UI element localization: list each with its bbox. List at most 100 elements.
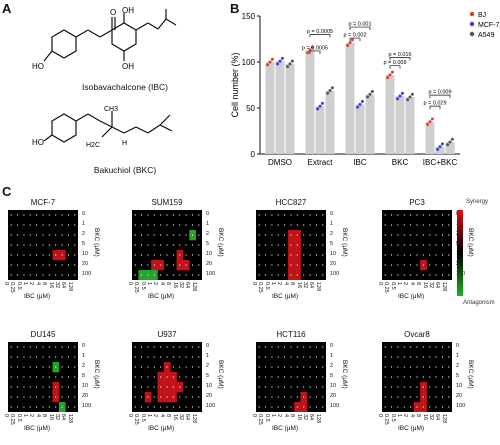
- heatmap-y-tick: 1: [206, 221, 210, 227]
- atom-carbonyl-o: O: [110, 8, 116, 17]
- x-tick-label: IBC: [353, 158, 367, 167]
- y-axis-label: Cell number (%): [230, 52, 240, 117]
- data-point: [268, 60, 272, 64]
- heatmap-y-tick: 10: [330, 251, 337, 257]
- heatmap-y-tick: 20: [330, 393, 337, 399]
- bar: [265, 62, 275, 154]
- heatmap-x-tick: 8: [165, 414, 172, 418]
- data-point: [440, 142, 444, 146]
- p-value-label: p = 0.029: [423, 101, 446, 107]
- heatmap-x-tick: 4: [158, 282, 165, 286]
- data-point: [390, 70, 394, 74]
- heatmap-x-tick: 8: [165, 282, 172, 286]
- heatmap-x-tick: 2: [402, 282, 409, 286]
- heatmap-y-label: BKC (μM): [217, 360, 224, 389]
- heatmap-x-tick: 4: [158, 414, 165, 418]
- x-tick-label: BKC: [392, 158, 409, 167]
- heatmap-x-tick: 16: [421, 414, 428, 421]
- panel-letter-a: A: [2, 1, 12, 16]
- heatmap-y-tick: 5: [456, 373, 460, 379]
- heatmap-x-tick: 16: [421, 282, 428, 289]
- heatmap-x-tick: 64: [308, 414, 315, 421]
- bar: [345, 42, 355, 154]
- heatmap-y-tick: 20: [330, 261, 337, 267]
- data-point: [436, 147, 440, 151]
- heatmap-y-tick: 5: [82, 373, 86, 379]
- significance-bracket: [429, 94, 451, 99]
- heatmap-y-label: BKC (μM): [341, 228, 348, 257]
- data-point: [448, 140, 452, 144]
- heatmap-y-tick: 2: [456, 363, 460, 369]
- heatmap-x-tick: 2: [28, 282, 35, 286]
- heatmap-y-label: BKC (μM): [467, 228, 474, 257]
- legend-marker: [469, 31, 475, 37]
- heatmap-x-tick: 2: [402, 414, 409, 418]
- heatmap-y-tick: 2: [330, 231, 334, 237]
- significance-bracket: [349, 37, 361, 42]
- heatmap-x-tick: 8: [289, 414, 296, 418]
- heatmap-x-tick: 8: [415, 414, 422, 418]
- p-value-label: p = 0.009: [383, 60, 406, 66]
- data-point: [278, 59, 282, 63]
- y-tick-label: 50: [246, 104, 255, 113]
- heatmap-y-tick: 100: [456, 403, 466, 409]
- y-tick-label: 0: [251, 150, 256, 159]
- panel-letter-c: C: [2, 184, 12, 199]
- x-tick-label: DMSO: [268, 158, 292, 167]
- data-point: [358, 102, 362, 106]
- data-point: [426, 123, 430, 127]
- heatmap-grid: [8, 342, 78, 412]
- heatmap-x-tick: 64: [184, 414, 191, 421]
- heatmap-x-tick: 2: [152, 414, 159, 418]
- heatmap-x-tick: 8: [41, 414, 48, 418]
- bar: [325, 90, 335, 154]
- heatmap-x-tick: 128: [440, 282, 447, 292]
- heatmap-x-tick: 32: [177, 414, 184, 421]
- heatmap-grid: [256, 342, 326, 412]
- data-point: [356, 105, 360, 109]
- heatmap-x-tick: 128: [190, 414, 197, 424]
- heatmap-grid: [132, 210, 202, 280]
- heatmap-y-tick: 2: [206, 231, 210, 237]
- data-point: [446, 143, 450, 147]
- data-point: [438, 145, 442, 149]
- heatmap-y-label: BKC (μM): [467, 360, 474, 389]
- heatmap-y-tick: 0: [330, 211, 334, 217]
- colorbar-antagonism-label: Antagonism: [463, 300, 495, 306]
- heatmap-x-tick: 16: [295, 414, 302, 421]
- data-point: [386, 76, 390, 80]
- heatmap-y-tick: 2: [330, 363, 334, 369]
- heatmap-x-tick: 0.25: [133, 282, 140, 293]
- heatmap-y-label: BKC (μM): [93, 228, 100, 257]
- heatmap-x-tick: 0.25: [133, 414, 140, 425]
- heatmap-y-tick: 20: [206, 261, 213, 267]
- bar: [445, 142, 455, 154]
- data-point: [306, 51, 310, 55]
- heatmap-x-tick: 0.5: [15, 282, 22, 290]
- heatmap-grid: [256, 210, 326, 280]
- legend-label: BJ: [478, 12, 486, 19]
- data-point: [398, 94, 402, 98]
- data-point: [406, 98, 410, 102]
- heatmap-y-tick: 10: [330, 383, 337, 389]
- y-tick-label: 150: [242, 12, 256, 21]
- significance-bracket: [389, 65, 401, 69]
- data-point: [348, 41, 352, 45]
- heatmap-x-tick: 4: [282, 282, 289, 286]
- heatmap-grid: [8, 210, 78, 280]
- atom-ho: HO: [32, 138, 44, 147]
- heatmap-x-tick: 0.25: [383, 414, 390, 425]
- bar: [435, 146, 445, 154]
- x-tick-label: Extract: [308, 158, 334, 167]
- heatmap-y-tick: 100: [330, 271, 340, 277]
- heatmap-y-tick: 100: [330, 403, 340, 409]
- heatmap-x-tick: 128: [314, 282, 321, 292]
- heatmap-x-tick: 0.25: [257, 282, 264, 293]
- bar: [355, 104, 365, 154]
- heatmap-y-tick: 20: [206, 393, 213, 399]
- heatmap-x-label: IBC (μM): [148, 293, 175, 300]
- data-point: [428, 120, 432, 124]
- heatmap-x-tick: 16: [295, 282, 302, 289]
- heatmap-y-tick: 1: [206, 353, 210, 359]
- bar: [305, 50, 315, 154]
